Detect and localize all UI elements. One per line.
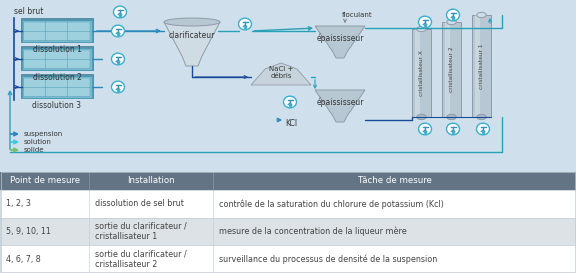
Ellipse shape: [419, 16, 431, 28]
Text: épaississeur: épaississeur: [316, 97, 364, 107]
FancyBboxPatch shape: [46, 59, 68, 69]
FancyBboxPatch shape: [46, 78, 68, 87]
Ellipse shape: [283, 96, 297, 108]
Text: dissolution 2: dissolution 2: [33, 73, 81, 82]
Text: solide: solide: [24, 147, 44, 153]
FancyBboxPatch shape: [0, 172, 576, 190]
FancyBboxPatch shape: [22, 20, 92, 42]
Ellipse shape: [476, 123, 490, 135]
Text: KCl: KCl: [285, 119, 297, 128]
Text: Point de mesure: Point de mesure: [10, 176, 79, 185]
Ellipse shape: [113, 6, 127, 18]
FancyBboxPatch shape: [475, 15, 480, 117]
Text: solution: solution: [24, 139, 52, 145]
Text: cristallisateur 2: cristallisateur 2: [449, 47, 454, 92]
FancyBboxPatch shape: [67, 78, 90, 87]
Ellipse shape: [112, 25, 124, 37]
Ellipse shape: [447, 19, 456, 25]
FancyBboxPatch shape: [445, 22, 450, 117]
Text: mesure de la concentration de la liqueur mère: mesure de la concentration de la liqueur…: [219, 227, 407, 236]
Text: dissolution de sel brut: dissolution de sel brut: [95, 199, 184, 208]
Ellipse shape: [112, 81, 124, 93]
FancyBboxPatch shape: [21, 19, 93, 43]
Text: dissolution 1: dissolution 1: [33, 45, 81, 54]
FancyBboxPatch shape: [67, 31, 90, 40]
Polygon shape: [164, 22, 220, 66]
FancyBboxPatch shape: [24, 59, 46, 69]
Text: 1, 2, 3: 1, 2, 3: [6, 199, 31, 208]
FancyBboxPatch shape: [24, 22, 46, 31]
Ellipse shape: [477, 12, 486, 18]
Ellipse shape: [447, 114, 456, 120]
FancyBboxPatch shape: [24, 78, 46, 87]
Ellipse shape: [477, 114, 486, 120]
Text: 5, 9, 10, 11: 5, 9, 10, 11: [6, 227, 51, 236]
FancyBboxPatch shape: [46, 50, 68, 60]
FancyBboxPatch shape: [472, 15, 491, 117]
FancyBboxPatch shape: [0, 190, 576, 218]
FancyBboxPatch shape: [46, 31, 68, 40]
Text: cristallisateur 1: cristallisateur 1: [479, 43, 484, 89]
Ellipse shape: [164, 18, 220, 26]
Ellipse shape: [417, 26, 426, 32]
Ellipse shape: [446, 123, 460, 135]
FancyBboxPatch shape: [46, 22, 68, 31]
Text: contrôle de la saturation du chlorure de potassium (Kcl): contrôle de la saturation du chlorure de…: [219, 199, 444, 209]
Ellipse shape: [419, 123, 431, 135]
FancyBboxPatch shape: [22, 76, 92, 98]
FancyBboxPatch shape: [24, 50, 46, 60]
Text: sel brut: sel brut: [14, 7, 43, 16]
Polygon shape: [251, 63, 311, 85]
FancyBboxPatch shape: [442, 22, 461, 117]
Text: NaCl +
débris: NaCl + débris: [269, 67, 293, 79]
Ellipse shape: [417, 114, 426, 120]
Ellipse shape: [112, 53, 124, 65]
FancyBboxPatch shape: [0, 218, 576, 245]
Polygon shape: [315, 26, 365, 58]
Ellipse shape: [446, 9, 460, 21]
FancyBboxPatch shape: [0, 245, 576, 273]
FancyBboxPatch shape: [67, 22, 90, 31]
FancyBboxPatch shape: [67, 59, 90, 69]
FancyBboxPatch shape: [24, 31, 46, 40]
Text: 4, 6, 7, 8: 4, 6, 7, 8: [6, 255, 41, 264]
Text: sortie du clarificateur /
cristallisateur 1: sortie du clarificateur / cristallisateu…: [95, 222, 187, 241]
FancyBboxPatch shape: [22, 48, 92, 70]
Text: floculant: floculant: [342, 12, 373, 18]
Text: Installation: Installation: [127, 176, 175, 185]
Polygon shape: [315, 90, 365, 122]
FancyBboxPatch shape: [46, 87, 68, 96]
Text: sortie du clarificateur /
cristallisateur 2: sortie du clarificateur / cristallisateu…: [95, 250, 187, 269]
FancyBboxPatch shape: [21, 75, 93, 99]
Text: clarificateur: clarificateur: [169, 31, 215, 40]
Ellipse shape: [238, 18, 252, 30]
FancyBboxPatch shape: [24, 87, 46, 96]
FancyBboxPatch shape: [67, 50, 90, 60]
Text: épaississeur: épaississeur: [316, 33, 364, 43]
FancyBboxPatch shape: [412, 29, 431, 117]
FancyBboxPatch shape: [21, 46, 93, 72]
Text: Tâche de mesure: Tâche de mesure: [358, 176, 431, 185]
Text: dissolution 3: dissolution 3: [32, 101, 81, 110]
FancyBboxPatch shape: [415, 29, 419, 117]
Text: surveillance du processus de densité de la suspension: surveillance du processus de densité de …: [219, 254, 437, 264]
Text: cristallisateur X: cristallisateur X: [419, 50, 424, 96]
FancyBboxPatch shape: [67, 87, 90, 96]
Text: suspension: suspension: [24, 131, 63, 137]
